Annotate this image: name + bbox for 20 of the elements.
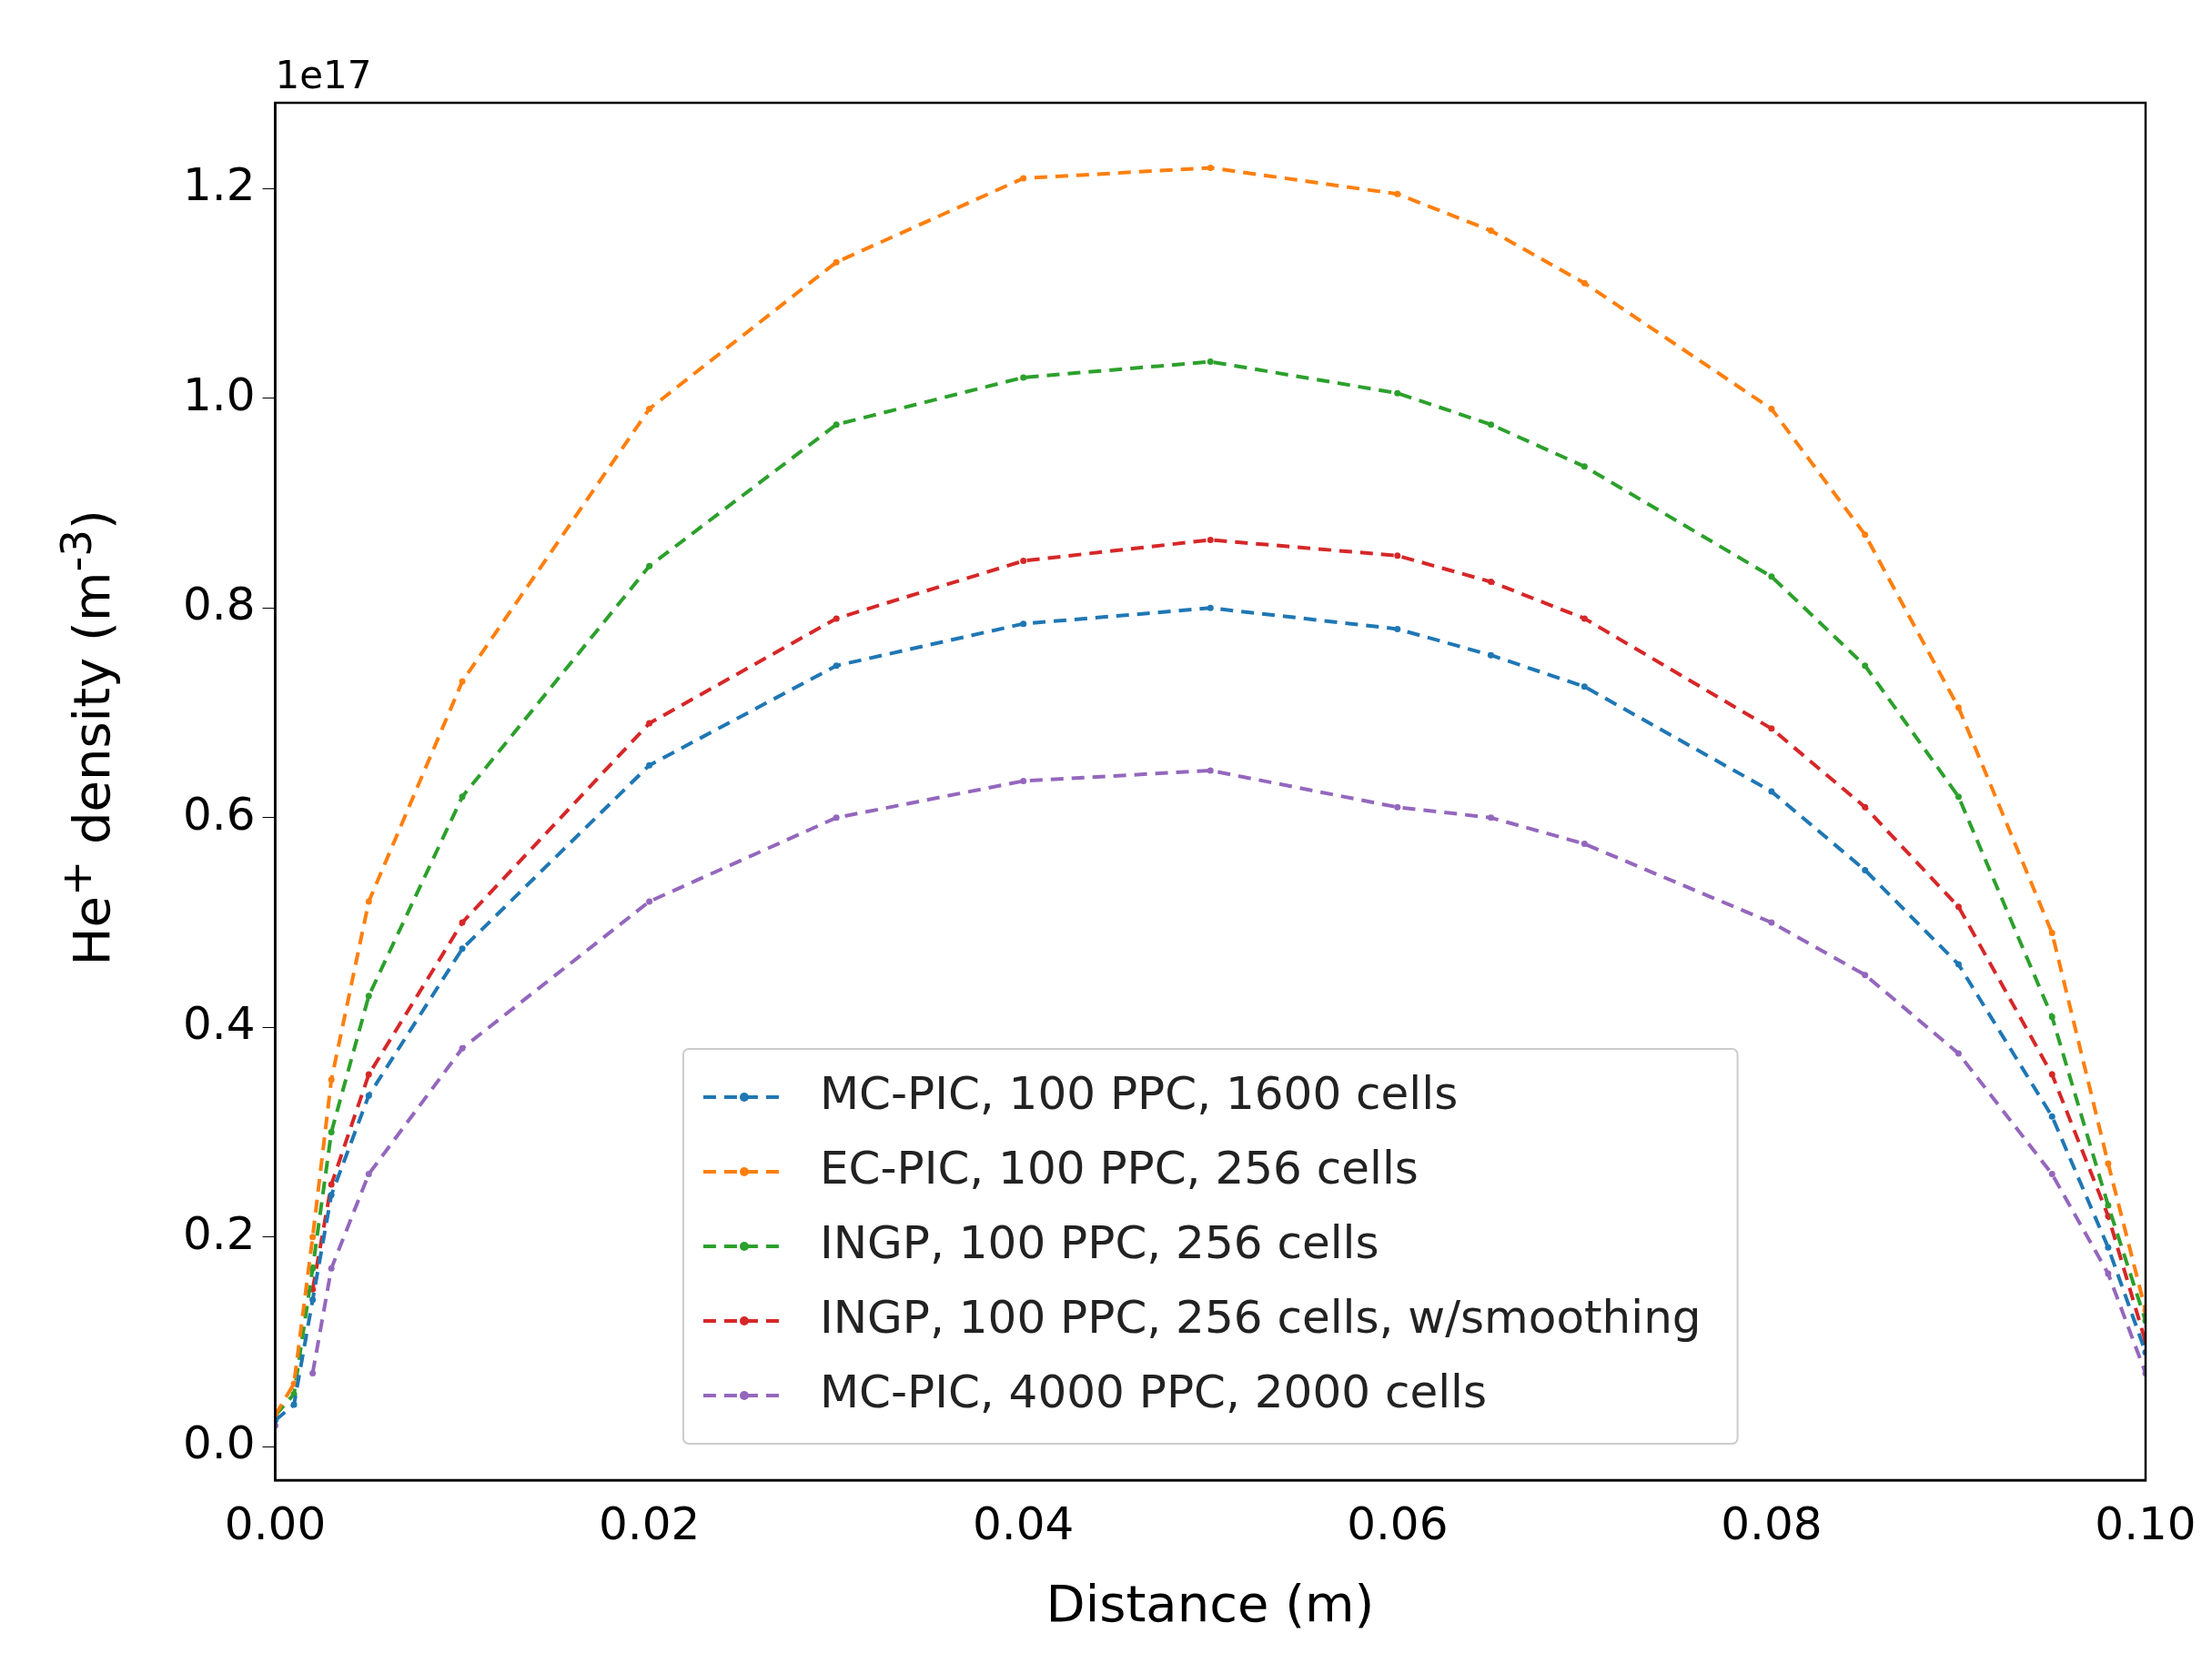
legend-label: INGP, 100 PPC, 256 cells, w/smoothing	[819, 1290, 1702, 1344]
x-tick-label: 0.04	[973, 1497, 1075, 1550]
y-tick-label: 0.8	[182, 578, 256, 631]
x-tick-label: 0.00	[224, 1497, 327, 1550]
x-tick-label: 0.08	[1721, 1497, 1823, 1550]
y-tick-label: 1.0	[182, 368, 256, 421]
x-tick-label: 0.02	[598, 1497, 701, 1550]
legend-label: MC-PIC, 100 PPC, 1600 cells	[819, 1066, 1459, 1120]
legend-label: MC-PIC, 4000 PPC, 2000 cells	[819, 1365, 1487, 1418]
x-tick-label: 0.06	[1347, 1497, 1449, 1550]
y-tick-label: 0.4	[182, 997, 256, 1051]
legend-label: INGP, 100 PPC, 256 cells	[819, 1215, 1379, 1269]
y-tick-label: 0.0	[182, 1416, 256, 1470]
x-tick-label: 0.10	[2095, 1497, 2197, 1550]
x-axis-title: Distance (m)	[1045, 1574, 1376, 1633]
y-tick-label: 1.2	[182, 158, 256, 212]
legend-label: EC-PIC, 100 PPC, 256 cells	[819, 1141, 1419, 1194]
y-tick-label: 0.6	[182, 787, 256, 841]
y-tick-label: 0.2	[182, 1206, 256, 1260]
text: 1e17	[275, 52, 372, 97]
